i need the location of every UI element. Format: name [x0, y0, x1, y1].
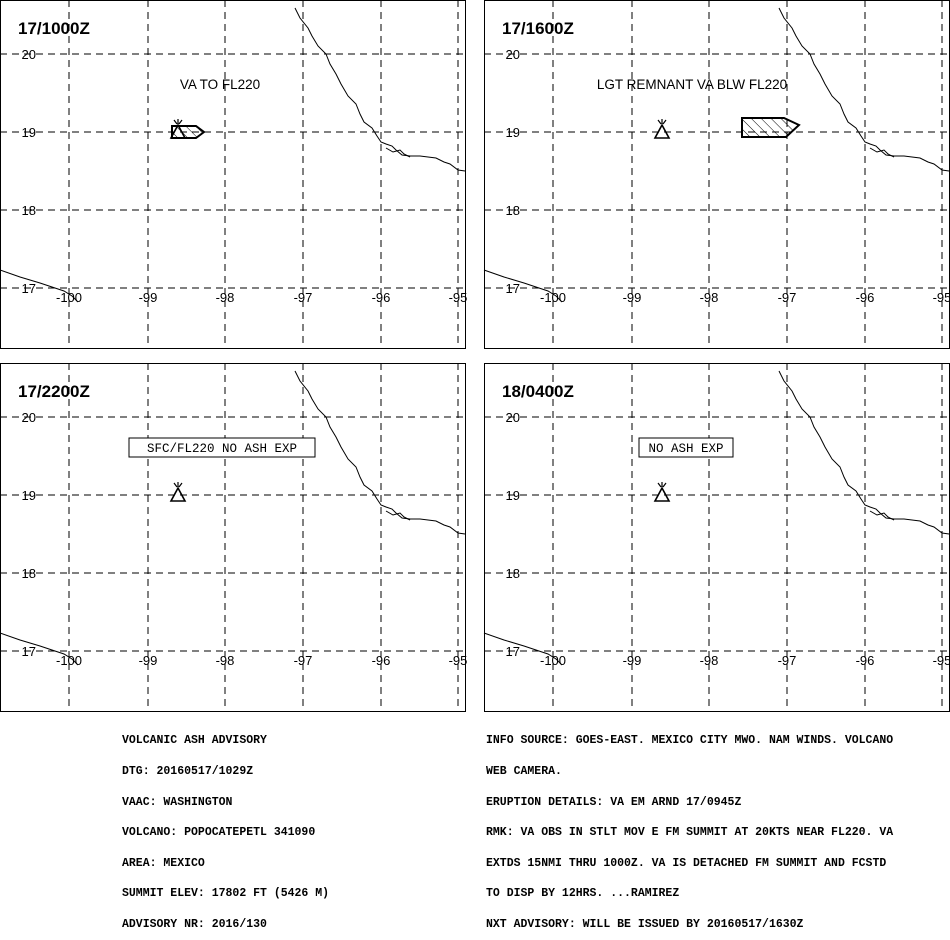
lon-label: -96 — [372, 290, 391, 305]
map-panel: 20 19 18 17 -100 -99 -98 -97 -96 -95 17/1000Z VA TO… — [0, 0, 467, 349]
coastline — [294, 7, 466, 172]
lon-label: -95 — [933, 290, 950, 305]
panel-border — [484, 0, 950, 349]
advisory-line: SUMMIT ELEV: 17802 FT (5426 M) — [122, 887, 330, 901]
panel-border — [0, 0, 466, 349]
advisory-line: ERUPTION DETAILS: VA EM ARND 17/0945Z — [486, 795, 742, 809]
lat-label: 19 — [22, 488, 36, 503]
lat-lon-grid — [0, 363, 465, 711]
lat-label: 19 — [22, 125, 36, 140]
coastline — [778, 7, 950, 172]
lat-lon-grid — [484, 0, 949, 348]
advisory-line: ADVISORY NR: 2016/130 — [122, 917, 267, 931]
advisory-header-text: VOLCANIC ASH ADVISORY DTG: 20160517/1029… — [122, 716, 329, 940]
lon-label: -100 — [540, 290, 566, 305]
lat-label: 18 — [22, 203, 36, 218]
forecast-time-label: 18/0400Z — [502, 382, 574, 401]
advisory-details-text: INFO SOURCE: GOES-EAST. MEXICO CITY MWO.… — [486, 716, 893, 940]
lon-label: -99 — [139, 290, 158, 305]
volcano-icon — [169, 119, 187, 139]
lon-label: -98 — [700, 653, 719, 668]
coastline — [0, 632, 79, 666]
lon-label: -100 — [56, 653, 82, 668]
lat-label: 20 — [506, 410, 520, 425]
ash-forecast-annotation: NO ASH EXP — [648, 442, 723, 456]
lon-label: -99 — [623, 653, 642, 668]
volcano-icon — [653, 119, 671, 139]
lon-label: -98 — [216, 653, 235, 668]
advisory-line: EXTDS 15NMI THRU 1000Z. VA IS DETACHED F… — [486, 856, 887, 870]
volcano-icon — [653, 482, 671, 502]
lon-label: -100 — [540, 653, 566, 668]
lat-label: 18 — [506, 203, 520, 218]
lat-label: 20 — [22, 410, 36, 425]
lat-label: 19 — [506, 125, 520, 140]
lon-label: -98 — [700, 290, 719, 305]
lat-lon-grid — [484, 363, 949, 711]
ash-forecast-annotation: LGT REMNANT VA BLW FL220 — [597, 77, 787, 92]
coastline — [778, 370, 950, 535]
lon-label: -95 — [449, 653, 468, 668]
advisory-line: TO DISP BY 12HRS. ...RAMIREZ — [486, 887, 680, 901]
advisory-line: DTG: 20160517/1029Z — [122, 765, 254, 778]
lat-label: 20 — [506, 47, 520, 62]
coastline-detail — [869, 147, 895, 158]
ash-forecast-annotation: VA TO FL220 — [180, 77, 260, 92]
lon-label: -99 — [139, 653, 158, 668]
coastline — [483, 269, 563, 303]
lat-label: 17 — [22, 281, 36, 296]
lat-label: 18 — [506, 566, 520, 581]
panel-border — [484, 363, 950, 712]
volcano-icon — [169, 482, 187, 502]
lat-label: 17 — [506, 644, 520, 659]
advisory-line: VOLCANIC ASH ADVISORY — [122, 734, 267, 748]
annotation-box — [638, 437, 734, 458]
forecast-time-label: 17/1600Z — [502, 19, 574, 38]
lon-label: -97 — [294, 653, 313, 668]
lat-label: 18 — [22, 566, 36, 581]
map-panel: 20 19 18 17 -100 -99 -98 -97 -96 -95 17/1600Z LGT R… — [483, 0, 950, 349]
advisory-line: VOLCANO: POPOCATEPETL 341090 — [122, 826, 316, 840]
forecast-time-label: 17/2200Z — [18, 382, 90, 401]
lat-label: 19 — [506, 488, 520, 503]
coastline-detail — [869, 510, 895, 521]
lon-label: -98 — [216, 290, 235, 305]
coastline — [294, 370, 466, 535]
lon-label: -100 — [56, 290, 82, 305]
lon-label: -97 — [778, 653, 797, 668]
lon-label: -95 — [449, 290, 468, 305]
advisory-line: WEB CAMERA. — [486, 765, 562, 778]
coastline — [483, 632, 563, 666]
coastline-detail — [385, 510, 411, 521]
map-panel: 20 19 18 17 -100 -99 -98 -97 -96 -95 18/0400Z NO AS… — [483, 363, 950, 712]
advisory-line: RMK: VA OBS IN STLT MOV E FM SUMMIT AT 2… — [486, 826, 894, 840]
lon-label: -97 — [778, 290, 797, 305]
lat-label: 17 — [506, 281, 520, 296]
coastline-detail — [385, 147, 411, 158]
lon-label: -95 — [933, 653, 950, 668]
map-panel: 20 19 18 17 -100 -99 -98 -97 -96 -95 17/2200Z SFC/F… — [0, 363, 467, 712]
panel-border — [0, 363, 466, 712]
ash-forecast-annotation: SFC/FL220 NO ASH EXP — [147, 442, 297, 456]
lat-label: 17 — [22, 644, 36, 659]
lon-label: -96 — [856, 290, 875, 305]
coastline — [0, 269, 79, 303]
lat-label: 20 — [22, 47, 36, 62]
annotation-box — [128, 437, 316, 458]
lon-label: -96 — [372, 653, 391, 668]
lat-lon-grid — [0, 0, 465, 348]
lon-label: -96 — [856, 653, 875, 668]
advisory-line: VAAC: WASHINGTON — [122, 795, 233, 809]
ash-cloud-polygon — [741, 117, 801, 138]
advisory-line: INFO SOURCE: GOES-EAST. MEXICO CITY MWO.… — [486, 734, 894, 748]
lon-label: -99 — [623, 290, 642, 305]
advisory-line: AREA: MEXICO — [122, 856, 205, 870]
advisory-line: NXT ADVISORY: WILL BE ISSUED BY 20160517… — [486, 917, 804, 931]
lon-label: -97 — [294, 290, 313, 305]
forecast-panels: 20 19 18 17 -100 -99 -98 -97 -96 -95 17/1000Z VA TO… — [0, 0, 950, 712]
forecast-time-label: 17/1000Z — [18, 19, 90, 38]
